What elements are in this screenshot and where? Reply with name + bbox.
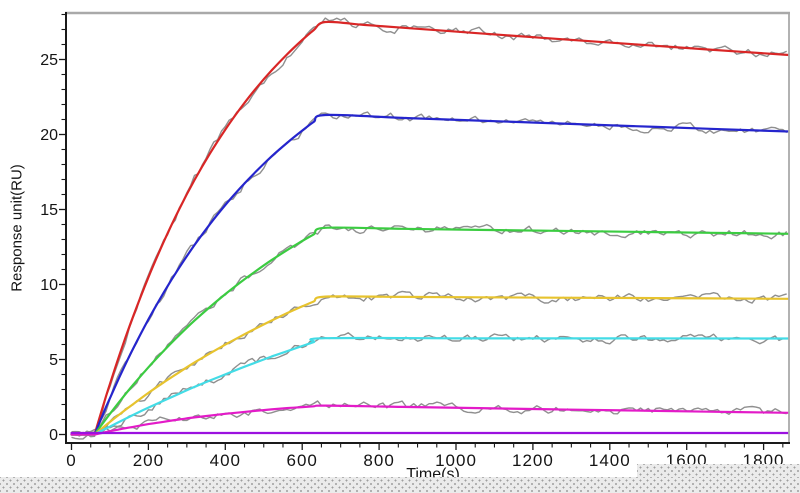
noise-series-yellow xyxy=(71,290,787,435)
x-tick-label: 600 xyxy=(287,451,318,470)
y-tick-label: 20 xyxy=(40,127,58,144)
noise-series-magenta xyxy=(71,400,787,435)
noise-series-green xyxy=(71,223,788,435)
x-tick-label: 400 xyxy=(210,451,241,470)
fit-series-blue xyxy=(70,113,789,436)
fit-series-magenta xyxy=(70,404,789,436)
fit-series-yellow xyxy=(70,295,789,436)
y-tick-label: 0 xyxy=(49,427,58,444)
x-tick-label: 1200 xyxy=(512,451,554,470)
fit-curves xyxy=(70,20,789,436)
noise-series-cyan xyxy=(71,332,787,440)
fit-series-red xyxy=(70,20,789,436)
y-axis: 0 5 10 15 20 25 xyxy=(40,12,67,444)
y-tick-label: 5 xyxy=(49,352,58,369)
x-tick-label: 200 xyxy=(133,451,164,470)
x-tick-label: 0 xyxy=(66,451,76,470)
plot-frame xyxy=(65,11,790,443)
noise-series-blue xyxy=(71,111,788,438)
y-tick-label: 10 xyxy=(40,277,58,294)
fit-series-cyan xyxy=(70,336,789,436)
x-tick-label: 800 xyxy=(363,451,394,470)
fit-series-green xyxy=(70,226,789,436)
x-tick-label: 1000 xyxy=(435,451,477,470)
x-tick-label: 1400 xyxy=(589,451,631,470)
desktop-background-pattern-strip xyxy=(0,477,800,493)
y-tick-label: 25 xyxy=(40,52,58,69)
y-axis-title: Response unit(RU) xyxy=(8,164,26,292)
y-tick-label: 15 xyxy=(40,202,58,219)
plot-area xyxy=(70,17,789,440)
